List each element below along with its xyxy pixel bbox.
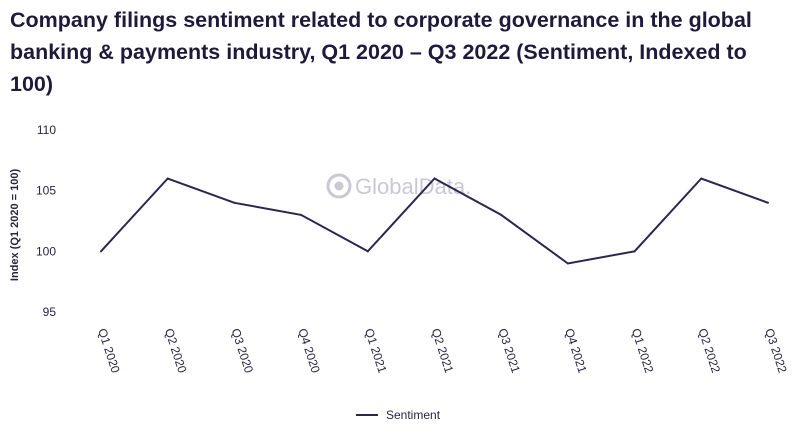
data-point — [566, 262, 569, 265]
y-tick-label: 100 — [36, 244, 56, 258]
chart-title: Company filings sentiment related to cor… — [10, 8, 752, 96]
data-point — [233, 201, 236, 204]
x-tick-label: Q1 2021 — [362, 327, 390, 375]
x-tick-label: Q1 2022 — [629, 327, 657, 375]
y-tick-label: 110 — [37, 123, 56, 137]
x-tick-label: Q3 2022 — [762, 327, 790, 375]
data-point — [366, 250, 369, 253]
x-tick-label: Q2 2022 — [695, 327, 723, 375]
y-axis-title: Index (Q1 2020 = 100) — [9, 169, 21, 282]
watermark-text: GlobalData. — [355, 174, 471, 199]
x-tick-label: Q1 2020 — [95, 327, 123, 375]
x-tick-label: Q2 2021 — [429, 327, 457, 375]
x-tick-label: Q2 2020 — [162, 327, 190, 375]
x-tick-label: Q3 2021 — [495, 327, 523, 375]
data-point — [700, 177, 703, 180]
y-axis: 95 100 105 110 — [36, 123, 56, 319]
data-point — [166, 177, 169, 180]
globaldata-watermark: GlobalData. — [326, 173, 471, 199]
legend-label-sentiment: Sentiment — [386, 408, 441, 422]
data-point — [433, 177, 436, 180]
y-tick-label: 105 — [36, 184, 56, 198]
data-point — [300, 213, 303, 216]
data-point — [100, 250, 102, 253]
legend: Sentiment — [356, 408, 441, 422]
y-tick-label: 95 — [43, 305, 57, 319]
x-tick-label: Q3 2020 — [229, 327, 257, 375]
x-tick-label: Q4 2020 — [295, 327, 323, 375]
data-point — [500, 213, 503, 216]
data-point — [633, 250, 636, 253]
x-tick-label: Q4 2021 — [562, 327, 590, 375]
x-axis: Q1 2020 Q2 2020 Q3 2020 Q4 2020 Q1 2021 Q2 20… — [95, 327, 790, 375]
series-layer — [100, 177, 769, 265]
data-point — [767, 201, 769, 204]
